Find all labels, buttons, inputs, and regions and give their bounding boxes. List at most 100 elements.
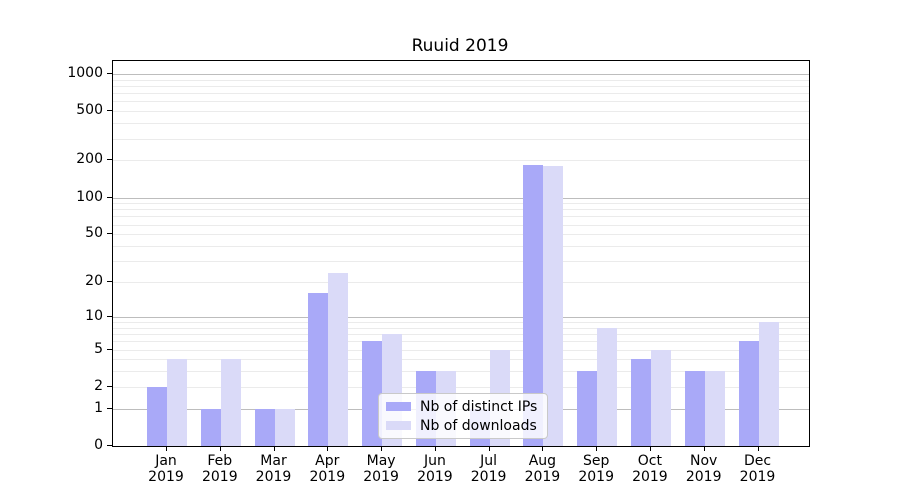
x-tick-label-line: 2019	[578, 469, 614, 485]
bar-jan-2019-nb-of-downloads	[167, 359, 187, 446]
y-tick-label: 20	[85, 273, 103, 289]
x-tick-label-line: 2019	[201, 469, 238, 485]
x-tick-label-line: Feb	[207, 453, 233, 469]
minor-gridline	[113, 111, 809, 113]
bar-apr-2019-nb-of-downloads	[328, 272, 349, 446]
bar-nov-2019-nb-of-distinct-ips	[684, 371, 705, 446]
minor-gridline	[113, 282, 809, 283]
y-tick-label: 500	[76, 102, 103, 119]
legend-swatch-nb-of-distinct-ips	[386, 402, 411, 411]
legend-label-nb-of-downloads: Nb of downloads	[420, 417, 537, 434]
legend-entry-nb-of-distinct-ips: Nb of distinct IPs	[386, 399, 537, 415]
y-tick-mark	[107, 385, 112, 387]
minor-gridline	[113, 85, 809, 87]
x-tick-mark	[219, 446, 221, 451]
minor-gridline	[113, 341, 809, 343]
minor-gridline	[113, 224, 809, 226]
minor-gridline	[113, 123, 809, 125]
bar-dec-2019-nb-of-distinct-ips	[738, 341, 759, 446]
legend-entry-nb-of-downloads: Nb of downloads	[386, 418, 537, 434]
bar-jan-2019-nb-of-distinct-ips	[147, 386, 167, 446]
x-tick-mark	[434, 446, 436, 451]
y-tick-label: 10	[85, 307, 103, 324]
x-tick-label-line: 2019	[417, 469, 453, 485]
major-gridline	[113, 73, 809, 75]
legend-swatch-nb-of-downloads	[386, 421, 411, 430]
x-tick-label-line: 2019	[309, 469, 346, 485]
x-tick-label: Oct 2019	[620, 453, 680, 485]
x-tick-label: Dec 2019	[728, 453, 788, 485]
minor-gridline	[113, 160, 809, 162]
x-tick-label-line: Jun	[423, 453, 446, 469]
minor-gridline	[113, 79, 809, 81]
minor-gridline	[113, 101, 809, 103]
x-tick-mark	[488, 446, 490, 451]
x-tick-label-line: Apr	[315, 453, 340, 469]
plot-area: Nb of distinct IPs Nb of downloads	[112, 60, 810, 447]
x-tick-mark	[327, 446, 329, 451]
minor-gridline	[113, 216, 809, 218]
x-tick-label-line: 2019	[685, 469, 722, 485]
x-tick-label-line: 2019	[739, 469, 776, 485]
bar-mar-2019-nb-of-distinct-ips	[254, 408, 275, 446]
bar-aug-2019-nb-of-distinct-ips	[523, 165, 544, 446]
minor-gridline	[113, 327, 809, 329]
y-tick-label: 50	[85, 225, 103, 242]
y-tick-label: 0	[94, 437, 103, 453]
x-tick-label-line: Jul	[480, 453, 498, 469]
x-tick-label: Feb 2019	[190, 453, 250, 485]
x-tick-label-line: Nov	[690, 453, 718, 469]
x-tick-label: Nov 2019	[674, 453, 734, 485]
x-tick-label-line: Mar	[260, 453, 287, 469]
x-tick-mark	[596, 446, 598, 451]
minor-gridline	[113, 138, 809, 140]
bar-feb-2019-nb-of-downloads	[220, 359, 241, 446]
x-tick-label-line: 2019	[148, 469, 184, 485]
y-tick-mark	[107, 196, 112, 198]
y-tick-label: 1000	[67, 64, 103, 81]
x-tick-label-line: 2019	[363, 469, 399, 485]
minor-gridline	[113, 349, 809, 351]
y-tick-mark	[107, 348, 112, 350]
bar-oct-2019-nb-of-downloads	[650, 349, 671, 446]
legend-label-nb-of-distinct-ips: Nb of distinct IPs	[420, 398, 538, 415]
minor-gridline	[113, 322, 809, 323]
bar-oct-2019-nb-of-distinct-ips	[630, 359, 651, 446]
y-tick-mark	[107, 281, 112, 282]
x-tick-mark	[166, 446, 167, 451]
x-tick-label-line: 2019	[632, 469, 668, 485]
minor-gridline	[113, 334, 809, 335]
minor-gridline	[113, 93, 809, 95]
bar-mar-2019-nb-of-downloads	[274, 408, 295, 446]
legend: Nb of distinct IPs Nb of downloads	[378, 393, 548, 439]
chart-title: Ruuid 2019	[411, 36, 509, 56]
y-tick-mark	[107, 233, 112, 235]
x-tick-label: Aug 2019	[512, 453, 572, 485]
x-tick-label-line: Oct	[637, 453, 662, 469]
bar-dec-2019-nb-of-downloads	[758, 322, 779, 446]
x-tick-label-line: Jan	[155, 453, 177, 469]
x-tick-label-line: 2019	[470, 469, 507, 485]
y-tick-label: 100	[76, 188, 103, 205]
y-tick-label: 5	[94, 340, 103, 357]
bar-sep-2019-nb-of-downloads	[597, 327, 618, 446]
x-tick-mark	[542, 446, 544, 451]
x-tick-label: Jul 2019	[459, 453, 519, 485]
minor-gridline	[113, 386, 809, 388]
major-gridline	[113, 316, 809, 318]
bar-sep-2019-nb-of-distinct-ips	[577, 371, 598, 446]
y-tick-mark	[107, 315, 112, 317]
x-tick-mark	[649, 446, 651, 451]
bar-may-2019-nb-of-distinct-ips	[362, 341, 383, 446]
x-tick-label-line: May	[366, 453, 396, 469]
minor-gridline	[113, 371, 809, 373]
x-tick-label: Sep 2019	[566, 453, 626, 485]
bar-aug-2019-nb-of-downloads	[543, 166, 564, 446]
bar-nov-2019-nb-of-downloads	[704, 371, 725, 446]
x-tick-label: Apr 2019	[297, 453, 357, 485]
minor-gridline	[113, 261, 809, 263]
x-tick-mark	[703, 446, 705, 451]
x-tick-label-line: 2019	[524, 469, 561, 485]
bar-apr-2019-nb-of-distinct-ips	[308, 293, 329, 446]
